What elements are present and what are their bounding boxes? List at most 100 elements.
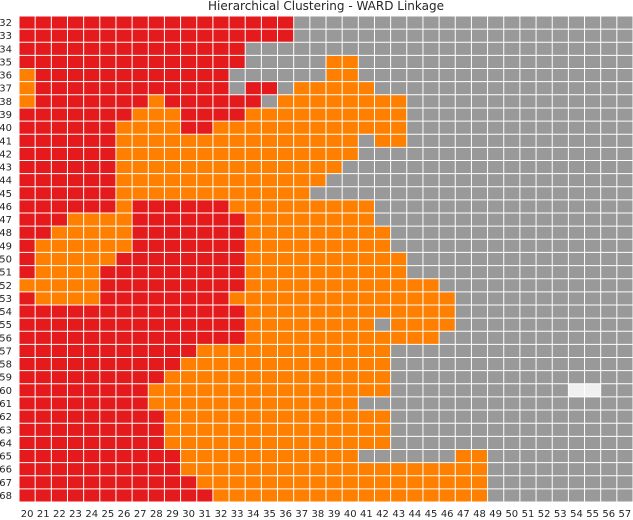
heatmap-cell bbox=[309, 121, 327, 135]
heatmap-cell bbox=[293, 331, 311, 345]
heatmap-cell bbox=[99, 265, 117, 280]
heatmap-cell bbox=[261, 252, 278, 266]
x-tick-label: 23 bbox=[69, 509, 82, 520]
heatmap-cell bbox=[115, 462, 133, 477]
heatmap-cell bbox=[99, 29, 117, 43]
heatmap-cell bbox=[212, 291, 230, 306]
heatmap-cell bbox=[326, 252, 343, 266]
heatmap-cell bbox=[35, 304, 52, 319]
heatmap-cell bbox=[552, 291, 569, 306]
heatmap-cell bbox=[115, 239, 133, 253]
heatmap-cell bbox=[471, 94, 488, 109]
heatmap-cell bbox=[212, 449, 230, 463]
heatmap-cell bbox=[342, 475, 359, 490]
heatmap-cell bbox=[342, 81, 359, 96]
heatmap-cell bbox=[374, 107, 391, 122]
heatmap-cell bbox=[277, 186, 294, 201]
x-tick-label: 24 bbox=[85, 509, 98, 520]
heatmap-cell bbox=[536, 304, 553, 319]
x-tick-label: 48 bbox=[473, 509, 486, 520]
heatmap-cell bbox=[19, 186, 36, 201]
heatmap-cell bbox=[180, 344, 198, 358]
heatmap-cell bbox=[358, 68, 375, 82]
heatmap-cell bbox=[99, 173, 117, 188]
heatmap-cell bbox=[471, 55, 488, 69]
heatmap-cell bbox=[616, 370, 633, 385]
heatmap-cell bbox=[212, 423, 230, 437]
heatmap-cell bbox=[51, 436, 68, 450]
heatmap-cell bbox=[51, 160, 68, 174]
heatmap-cell bbox=[212, 147, 230, 161]
heatmap-cell bbox=[568, 29, 585, 43]
heatmap-cell bbox=[536, 42, 553, 56]
heatmap-cell bbox=[326, 16, 343, 30]
heatmap-cell bbox=[293, 488, 311, 503]
heatmap-cell bbox=[326, 318, 343, 332]
y-tick-label: 33 bbox=[0, 31, 12, 42]
heatmap-cell bbox=[196, 173, 214, 188]
heatmap-cell bbox=[422, 186, 440, 201]
heatmap-cell bbox=[261, 107, 278, 122]
heatmap-cell bbox=[229, 121, 246, 135]
heatmap-cell bbox=[390, 252, 408, 266]
heatmap-cell bbox=[342, 304, 359, 319]
heatmap-cell bbox=[471, 81, 488, 96]
heatmap-cell bbox=[455, 396, 472, 411]
heatmap-cell bbox=[293, 370, 311, 385]
heatmap-cell bbox=[196, 344, 214, 358]
heatmap-cell bbox=[390, 331, 408, 345]
heatmap-cell bbox=[35, 213, 52, 227]
heatmap-cell bbox=[358, 344, 375, 358]
heatmap-cell bbox=[229, 304, 246, 319]
heatmap-cell bbox=[422, 278, 440, 293]
heatmap-cell bbox=[536, 265, 553, 280]
heatmap-cell bbox=[212, 475, 230, 490]
heatmap-cell bbox=[422, 488, 440, 503]
x-tick-label: 26 bbox=[118, 509, 131, 520]
heatmap-cell bbox=[406, 199, 424, 214]
heatmap-cell bbox=[390, 134, 408, 148]
heatmap-cell bbox=[487, 462, 505, 477]
heatmap-cell bbox=[616, 186, 633, 201]
heatmap-cell bbox=[196, 239, 214, 253]
heatmap-cell bbox=[99, 186, 117, 201]
heatmap-cell bbox=[67, 252, 84, 266]
heatmap-cell bbox=[616, 121, 633, 135]
heatmap-cell bbox=[132, 449, 149, 463]
heatmap-cell bbox=[455, 81, 472, 96]
heatmap-cell bbox=[261, 383, 278, 398]
heatmap-cell bbox=[519, 357, 537, 371]
heatmap-cell bbox=[132, 462, 149, 477]
heatmap-cell bbox=[471, 107, 488, 122]
heatmap-cell bbox=[358, 173, 375, 188]
heatmap-cell bbox=[568, 121, 585, 135]
heatmap-cell bbox=[99, 226, 117, 240]
heatmap-cell bbox=[19, 55, 36, 69]
heatmap-cell bbox=[471, 16, 488, 30]
heatmap-cell bbox=[342, 121, 359, 135]
heatmap-cell bbox=[51, 81, 68, 96]
heatmap-cell bbox=[519, 226, 537, 240]
heatmap-cell bbox=[406, 81, 424, 96]
heatmap-cell bbox=[374, 226, 391, 240]
heatmap-cell bbox=[196, 396, 214, 411]
heatmap-cell bbox=[83, 291, 101, 306]
heatmap-cell bbox=[471, 475, 488, 490]
heatmap-cell bbox=[471, 121, 488, 135]
heatmap-cell bbox=[616, 173, 633, 188]
heatmap-cell bbox=[277, 278, 294, 293]
heatmap-cell bbox=[148, 370, 165, 385]
heatmap-cell bbox=[455, 436, 472, 450]
heatmap-cell bbox=[422, 29, 440, 43]
heatmap-cell bbox=[439, 370, 456, 385]
heatmap-cell bbox=[616, 278, 633, 293]
heatmap-cell bbox=[245, 370, 262, 385]
heatmap-cell bbox=[148, 475, 165, 490]
heatmap-cell bbox=[439, 199, 456, 214]
x-tick-label: 43 bbox=[392, 509, 405, 520]
heatmap-cell bbox=[83, 278, 101, 293]
heatmap-cell bbox=[67, 186, 84, 201]
heatmap-cell bbox=[35, 318, 52, 332]
heatmap-cell bbox=[309, 449, 327, 463]
heatmap-cell bbox=[245, 68, 262, 82]
